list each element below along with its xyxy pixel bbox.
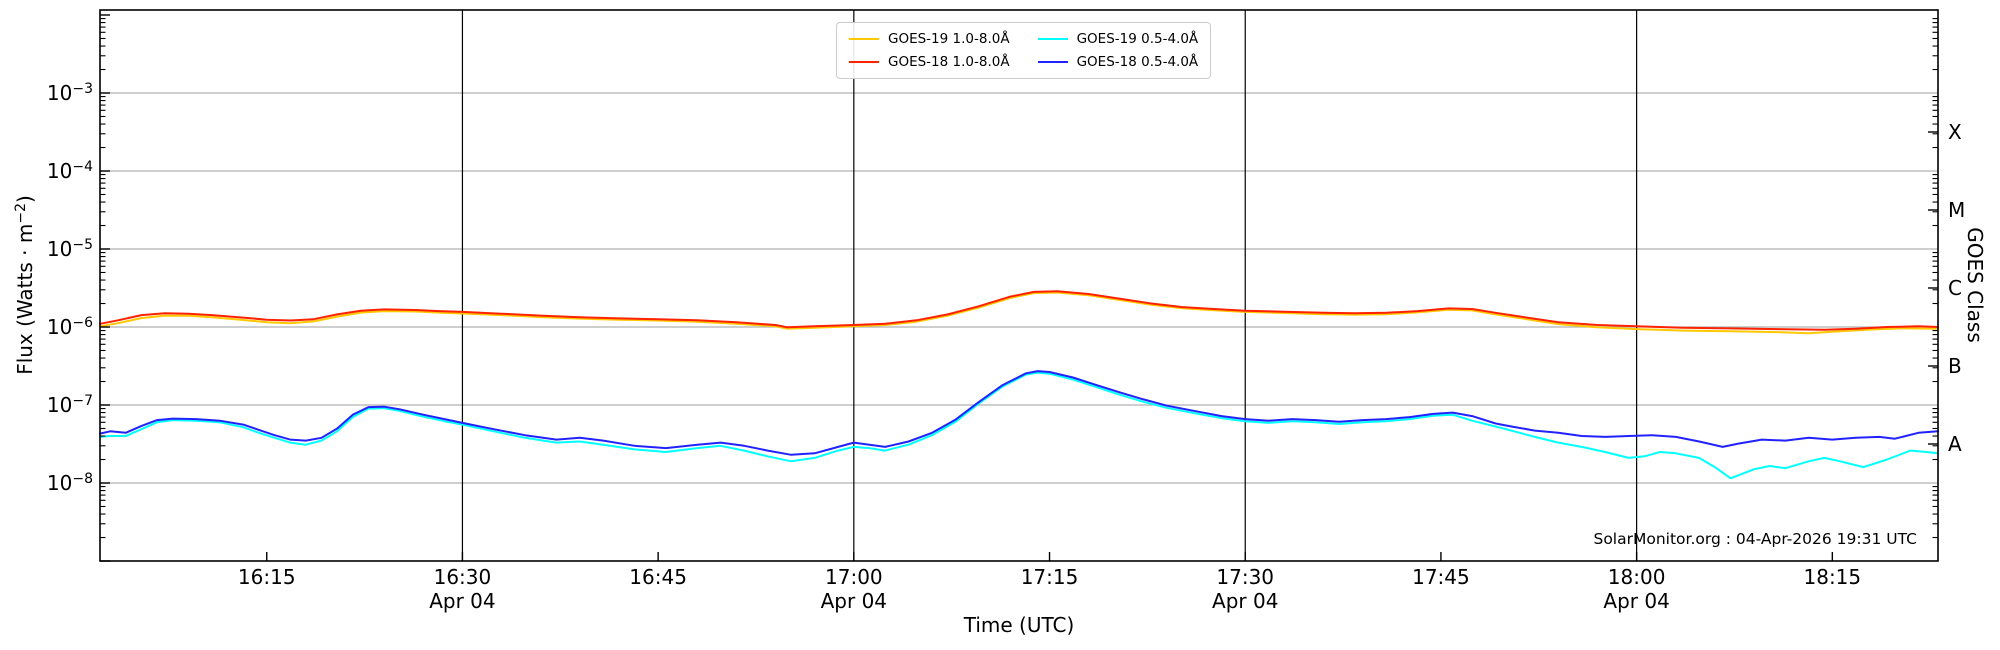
x-tick-label-16:30: 16:30 <box>433 565 492 589</box>
legend-item-goes-19-0-5-4-0-: GOES-19 0.5-4.0Å <box>1037 31 1199 47</box>
goes-class-label-A: A <box>1948 432 1962 456</box>
flux-exponent: −2 <box>13 203 29 224</box>
goes-class-label-B: B <box>1948 354 1962 378</box>
legend-item-goes-18-1-0-8-0-: GOES-18 1.0-8.0Å <box>849 54 1010 70</box>
legend-line-swatch <box>1037 38 1068 40</box>
x-tick-label-18:00: 18:00 <box>1607 565 1666 589</box>
legend-label: GOES-19 0.5-4.0Å <box>1076 31 1199 47</box>
legend-line-swatch <box>849 61 879 63</box>
x-tick-label-18:15: 18:15 <box>1803 565 1862 589</box>
series-line-goes-18-0-5-4-0- <box>99 370 1939 456</box>
plot-border <box>99 9 1939 562</box>
x-tick-label-17:45: 17:45 <box>1412 565 1470 589</box>
y-tick-label-10−6: 10−6 <box>46 315 93 339</box>
solarmonitor-watermark: SolarMonitor.org : 04-Apr-2026 19:31 UTC <box>1593 530 1917 548</box>
y-tick-label-10−3: 10−3 <box>46 81 93 105</box>
x-date-label-17:30: Apr 04 <box>1212 589 1279 613</box>
legend-item-goes-19-1-0-8-0-: GOES-19 1.0-8.0Å <box>849 31 1010 47</box>
x-tick-label-16:45: 16:45 <box>629 565 687 589</box>
series-line-goes-19-1-0-8-0- <box>99 291 1939 335</box>
x-tick-label-17:00: 17:00 <box>825 565 883 589</box>
y-axis-title-flux: Flux (Watts · m−2) <box>13 195 37 375</box>
y-tick-label-10−8: 10−8 <box>46 471 93 495</box>
x-tick-label-17:15: 17:15 <box>1020 565 1079 589</box>
x-date-label-16:30: Apr 04 <box>429 589 496 613</box>
x-tick-label-16:15: 16:15 <box>237 565 296 589</box>
legend-label: GOES-19 1.0-8.0Å <box>888 31 1010 47</box>
y-axis-title-goes-class: GOES Class <box>1963 227 1987 343</box>
x-date-label-17:00: Apr 04 <box>820 589 888 613</box>
y-tick-label-10−5: 10−5 <box>46 237 93 261</box>
legend: GOES-19 1.0-8.0Å GOES-19 0.5-4.0Å GOES-18 … <box>836 22 1212 79</box>
legend-line-swatch <box>849 38 879 40</box>
series-line-goes-19-0-5-4-0- <box>99 371 1939 480</box>
legend-line-swatch <box>1037 61 1068 63</box>
series-line-goes-18-1-0-8-0- <box>99 290 1939 331</box>
legend-item-goes-18-0-5-4-0-: GOES-18 0.5-4.0Å <box>1037 54 1199 70</box>
x-date-label-18:00: Apr 04 <box>1603 589 1670 613</box>
y-tick-label-10−7: 10−7 <box>46 393 93 417</box>
goes-class-label-M: M <box>1948 198 1966 222</box>
x-axis-title-time: Time (UTC) <box>963 613 1075 637</box>
y-tick-label-10−4: 10−4 <box>46 159 93 183</box>
goes-class-label-X: X <box>1948 120 1962 144</box>
legend-label: GOES-18 1.0-8.0Å <box>888 54 1010 70</box>
x-tick-label-17:30: 17:30 <box>1216 565 1275 589</box>
goes-class-label-C: C <box>1948 276 1962 300</box>
legend-label: GOES-18 0.5-4.0Å <box>1076 54 1199 70</box>
